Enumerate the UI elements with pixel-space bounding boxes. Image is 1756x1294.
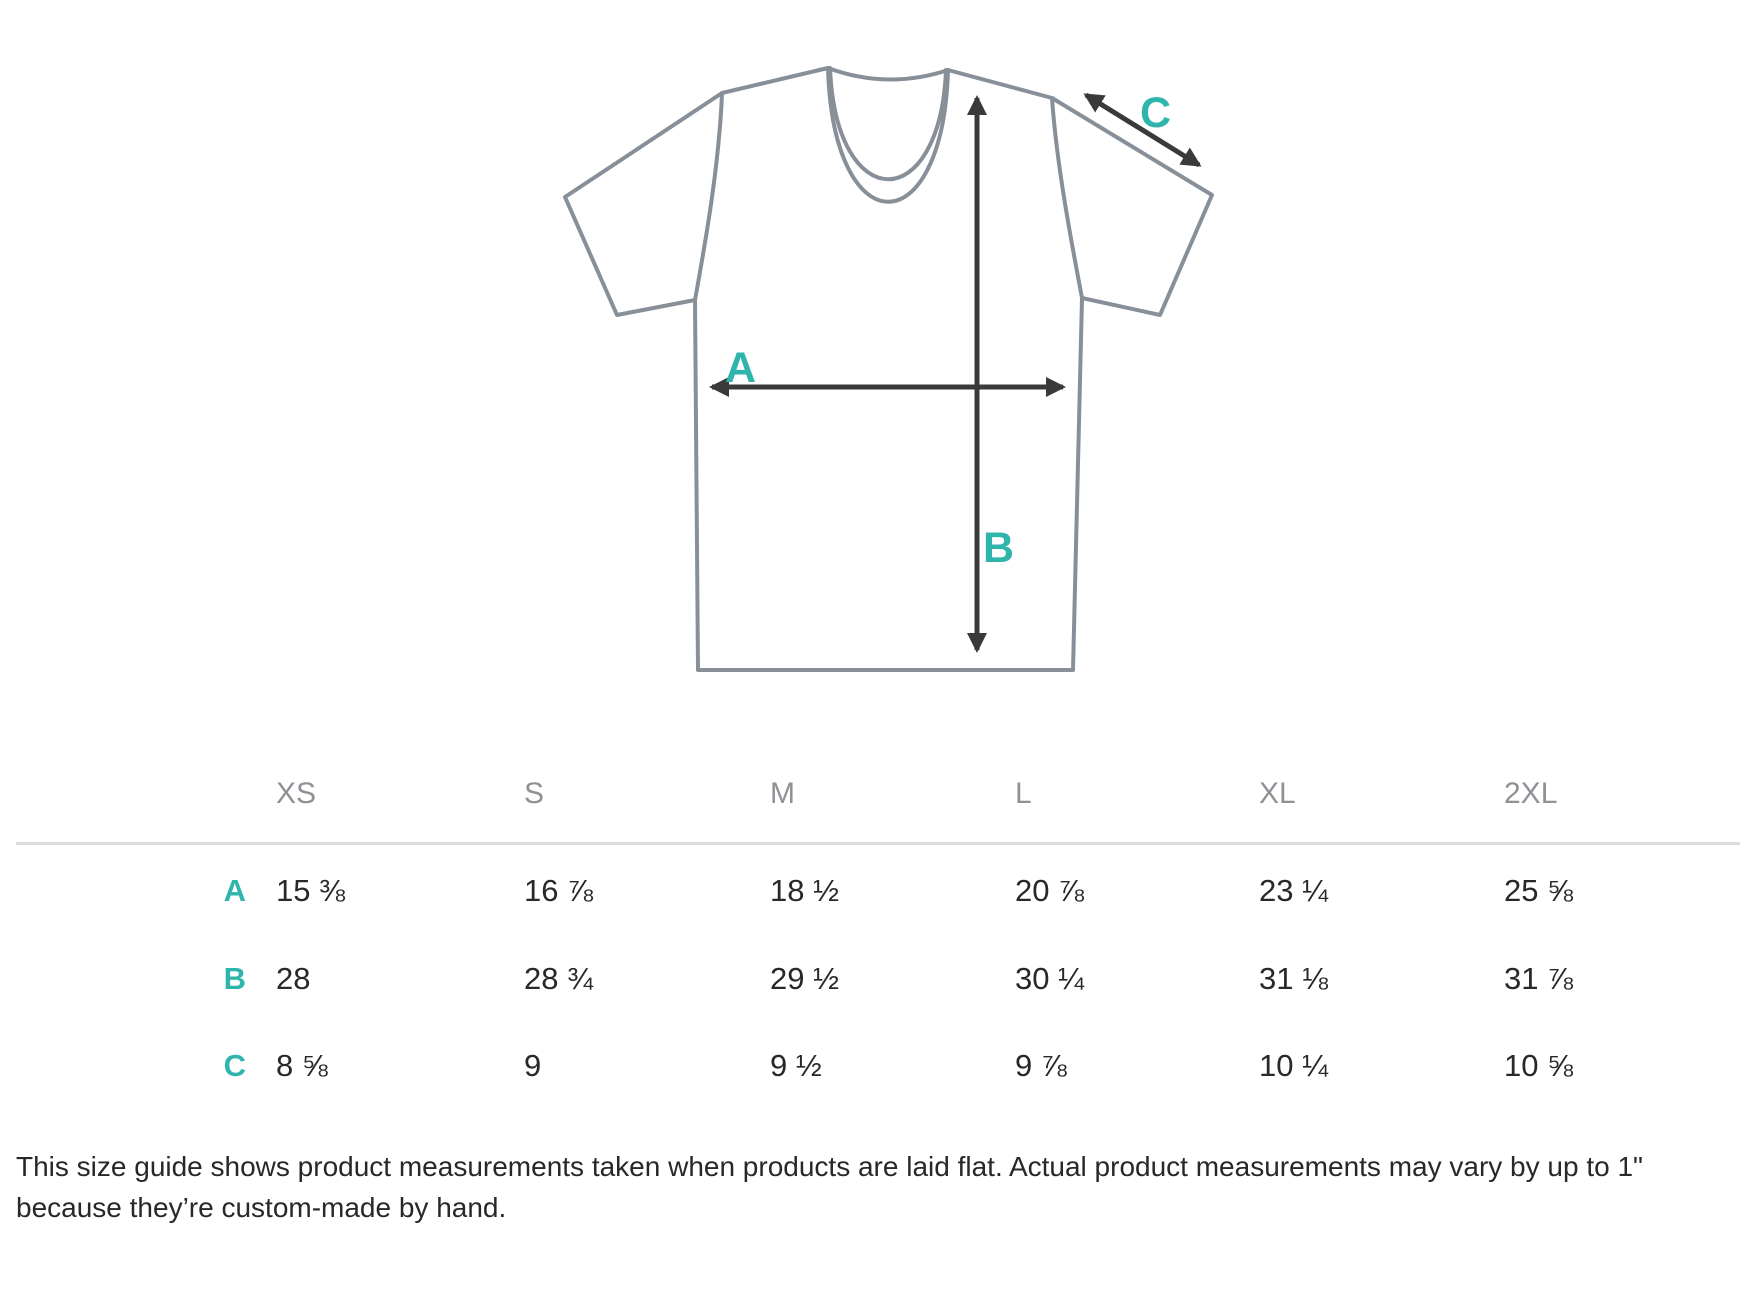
measurement-arrow-c xyxy=(1083,92,1202,168)
cell-c-s: 9 xyxy=(524,1048,542,1083)
right-armhole-seam xyxy=(1050,96,1084,300)
note-line-2: because they’re custom-made by hand. xyxy=(16,1192,507,1223)
cell-c-xl: 10 ¼ xyxy=(1259,1048,1328,1083)
row-label-b: B xyxy=(223,961,246,996)
size-column-header-m: M xyxy=(770,777,795,810)
diagram-label-a: A xyxy=(725,344,756,392)
size-column-header-l: L xyxy=(1015,777,1032,810)
size-column-header-xs: XS xyxy=(276,777,317,810)
cell-a-xl: 23 ¼ xyxy=(1259,873,1328,908)
diagram-label-b: B xyxy=(983,524,1014,572)
cell-a-xs: 15 ⅜ xyxy=(276,873,345,908)
size-column-header-2xl: 2XL xyxy=(1504,777,1558,810)
collar-inner-curve xyxy=(828,66,948,182)
size-column-header-xl: XL xyxy=(1259,777,1296,810)
cell-a-2xl: 25 ⅝ xyxy=(1504,873,1573,908)
measurement-arrows xyxy=(709,92,1202,653)
cell-c-l: 9 ⅞ xyxy=(1015,1048,1067,1083)
cell-a-l: 20 ⅞ xyxy=(1015,873,1084,908)
diagram-label-c: C xyxy=(1140,89,1171,137)
cell-b-2xl: 31 ⅞ xyxy=(1504,961,1573,996)
cell-c-m: 9 ½ xyxy=(770,1048,822,1083)
cell-b-s: 28 ¾ xyxy=(524,961,593,996)
cell-b-l: 30 ¼ xyxy=(1015,961,1084,996)
cell-a-s: 16 ⅞ xyxy=(524,873,593,908)
cell-c-xs: 8 ⅝ xyxy=(276,1048,328,1083)
cell-a-m: 18 ½ xyxy=(770,873,839,908)
tshirt-measurement-diagram: A B C xyxy=(563,66,1214,672)
note-line-1: This size guide shows product measuremen… xyxy=(16,1151,1643,1182)
collar-outer-curve xyxy=(826,66,950,204)
cell-b-m: 29 ½ xyxy=(770,961,839,996)
size-column-header-s: S xyxy=(524,777,545,810)
cell-b-xl: 31 ⅛ xyxy=(1259,961,1328,996)
cell-c-2xl: 10 ⅝ xyxy=(1504,1048,1573,1083)
table-divider xyxy=(16,842,1740,845)
left-armhole-seam xyxy=(693,91,724,302)
row-label-a: A xyxy=(223,873,246,908)
tshirt-outline xyxy=(563,66,1214,672)
row-label-c: C xyxy=(223,1048,246,1083)
cell-b-xs: 28 xyxy=(276,961,311,996)
size-guide-note: This size guide shows product measuremen… xyxy=(16,1146,1746,1228)
